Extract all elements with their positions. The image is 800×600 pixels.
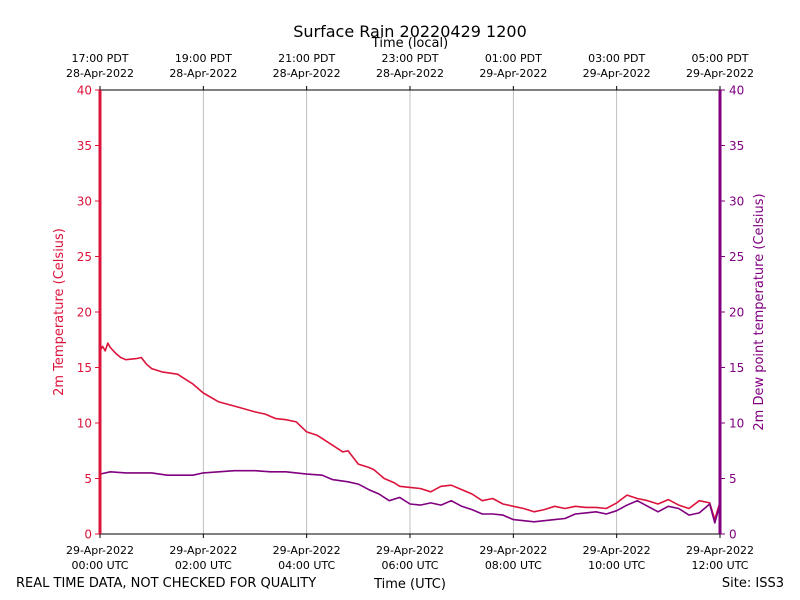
gridlines xyxy=(202,90,618,534)
x-tick-date-bottom: 29-Apr-2022 xyxy=(686,544,754,557)
x-tick-date-bottom: 29-Apr-2022 xyxy=(479,544,547,557)
temperature-series-line xyxy=(99,342,721,521)
y-tick-label-right: 25 xyxy=(729,250,744,264)
y-tick-label-left: 35 xyxy=(77,139,92,153)
y-tick-label-left: 25 xyxy=(77,250,92,264)
x-tick-date-bottom: 29-Apr-2022 xyxy=(583,544,651,557)
x-tick-date-top: 29-Apr-2022 xyxy=(686,67,754,80)
y-axis-label-right: 2m Dew point temperature (Celsius) xyxy=(752,193,767,430)
y-tick-label-right: 5 xyxy=(729,472,737,486)
x-tick-date-bottom: 29-Apr-2022 xyxy=(273,544,341,557)
series-layer xyxy=(99,342,721,524)
chart-title: Surface Rain 20220429 1200 xyxy=(293,22,527,41)
y-tick-label-right: 40 xyxy=(729,84,744,98)
x-tick-time-bottom: 08:00 UTC xyxy=(485,559,542,572)
quality-warning: REAL TIME DATA, NOT CHECKED FOR QUALITY xyxy=(16,576,316,591)
x-tick-time-bottom: 06:00 UTC xyxy=(381,559,438,572)
y-tick-label-right: 10 xyxy=(729,417,744,431)
y-tick-label-left: 20 xyxy=(77,306,92,320)
y-tick-label-right: 15 xyxy=(729,361,744,375)
x-tick-date-top: 29-Apr-2022 xyxy=(583,67,651,80)
x-tick-time-top: 19:00 PDT xyxy=(175,52,232,65)
top-axis-label: Time (local) xyxy=(371,36,448,51)
x-axis-label: Time (UTC) xyxy=(373,577,446,592)
x-tick-date-bottom: 29-Apr-2022 xyxy=(376,544,444,557)
y-tick-label-left: 5 xyxy=(84,472,92,486)
x-tick-date-top: 28-Apr-2022 xyxy=(376,67,444,80)
x-tick-time-top: 21:00 PDT xyxy=(278,52,335,65)
y-tick-label-right: 20 xyxy=(729,306,744,320)
x-tick-date-top: 28-Apr-2022 xyxy=(66,67,134,80)
x-tick-time-top: 17:00 PDT xyxy=(71,52,128,65)
y-tick-label-left: 10 xyxy=(77,417,92,431)
y-tick-label-left: 0 xyxy=(84,528,92,542)
x-tick-date-top: 28-Apr-2022 xyxy=(169,67,237,80)
x-tick-time-bottom: 10:00 UTC xyxy=(588,559,645,572)
x-tick-date-top: 28-Apr-2022 xyxy=(273,67,341,80)
x-tick-date-top: 29-Apr-2022 xyxy=(479,67,547,80)
y-tick-label-left: 40 xyxy=(77,84,92,98)
x-tick-time-top: 03:00 PDT xyxy=(588,52,645,65)
x-tick-time-bottom: 00:00 UTC xyxy=(71,559,128,572)
x-tick-time-top: 23:00 PDT xyxy=(381,52,438,65)
x-tick-time-bottom: 04:00 UTC xyxy=(278,559,335,572)
dewpoint-series-line xyxy=(99,469,721,524)
x-tick-time-top: 05:00 PDT xyxy=(691,52,748,65)
y-tick-label-left: 15 xyxy=(77,361,92,375)
y-tick-label-left: 30 xyxy=(77,195,92,209)
x-tick-date-bottom: 29-Apr-2022 xyxy=(169,544,237,557)
x-tick-time-top: 01:00 PDT xyxy=(485,52,542,65)
x-tick-time-bottom: 12:00 UTC xyxy=(691,559,748,572)
y-tick-label-right: 30 xyxy=(729,195,744,209)
site-label: Site: ISS3 xyxy=(722,576,784,591)
y-tick-label-right: 35 xyxy=(729,139,744,153)
axes: 0 0 5 5 10 10 15 15 20 20 25 25 30 30 35 35 40 40 29-Apr-2… xyxy=(66,52,754,572)
y-tick-label-right: 0 xyxy=(729,528,737,542)
x-tick-time-bottom: 02:00 UTC xyxy=(175,559,232,572)
y-axis-label-left: 2m Temperature (Celsius) xyxy=(52,228,67,396)
x-tick-date-bottom: 29-Apr-2022 xyxy=(66,544,134,557)
